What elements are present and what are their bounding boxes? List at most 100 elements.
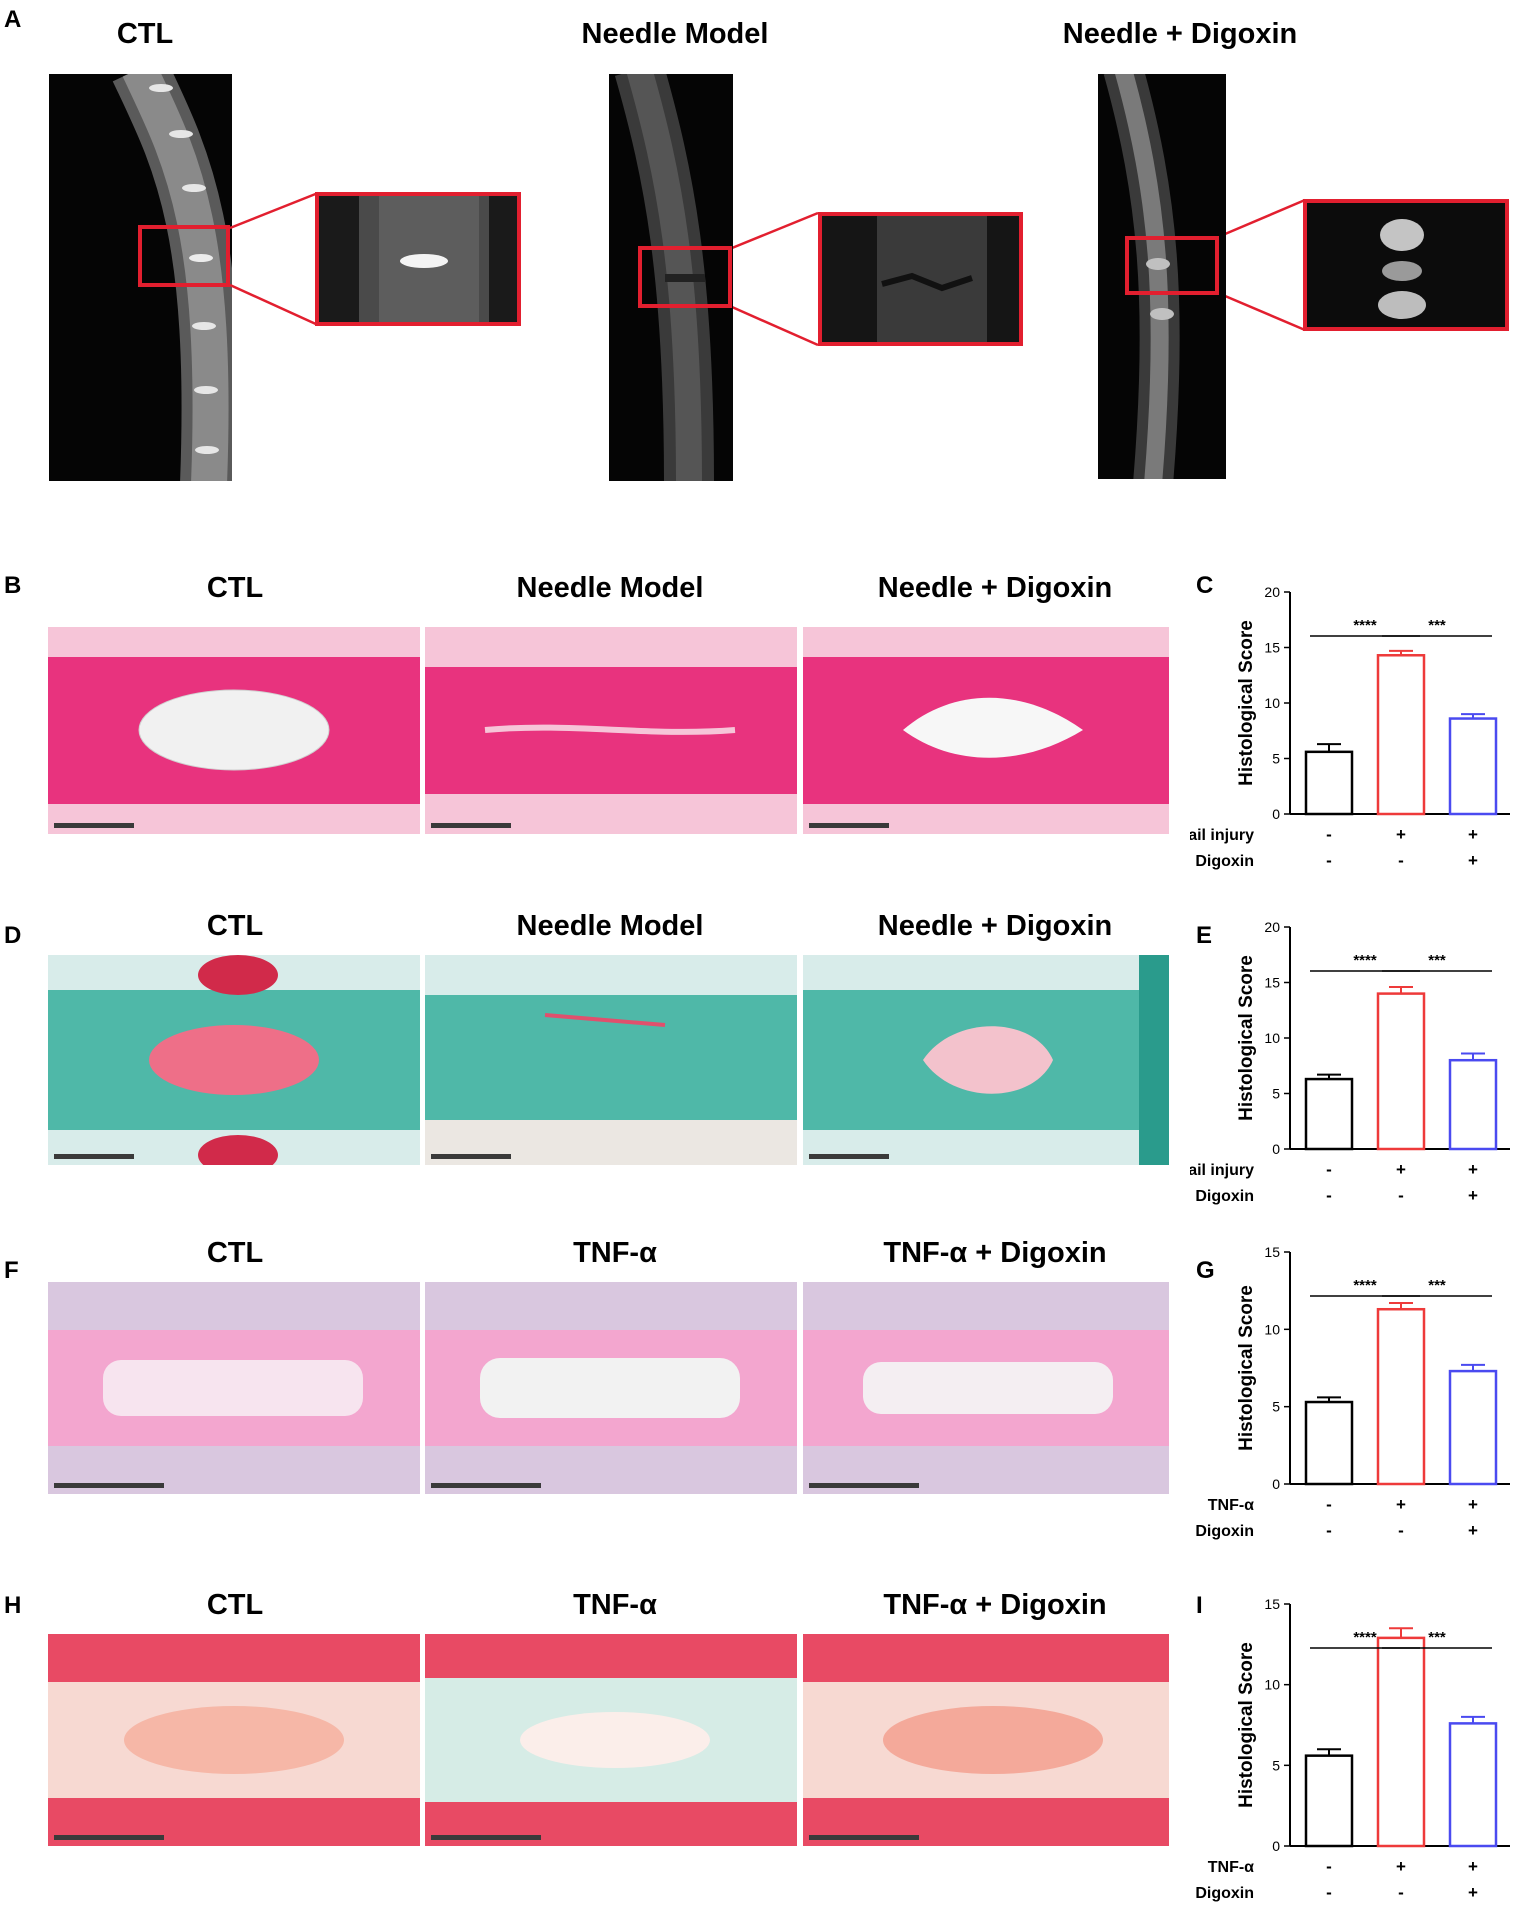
condition-mark: + [1468,1186,1478,1205]
condition-mark: + [1468,1857,1478,1876]
panel-label-g: G [1196,1257,1215,1284]
scale-bar [431,1835,541,1840]
panel-label-i: I [1196,1592,1203,1619]
scale-bar [431,823,511,828]
condition-mark: - [1326,1857,1332,1876]
safranin2-image-tnf [425,1634,797,1846]
scale-bar [431,1483,541,1488]
significance-label: *** [1428,1629,1446,1646]
zoom-inset-needle [818,212,1023,346]
condition-mark: + [1468,1883,1478,1902]
y-tick-label: 5 [1272,751,1280,767]
zoom-box-ctl [138,225,230,287]
pas-image-ctl [48,1282,420,1494]
mri-image-needle [609,74,733,481]
y-axis-label: Histological Score [1236,1642,1257,1808]
y-tick-label: 15 [1264,1244,1280,1260]
significance-label: **** [1353,617,1377,634]
safranin2-title-ctl: CTL [206,1589,264,1621]
safranin2-image-digoxin [803,1634,1169,1846]
panel-label-h: H [4,1592,22,1619]
condition-label: Digoxin [1195,1885,1254,1902]
significance-label: **** [1353,1629,1377,1646]
scale-bar [431,1154,511,1159]
pas-title-tnf: TNF-α [573,1237,657,1269]
pas-title-ctl: CTL [206,1237,264,1269]
bar [1304,1077,1354,1151]
bar [1448,1369,1498,1486]
condition-mark: + [1468,851,1478,870]
condition-mark: - [1398,1186,1404,1205]
significance-label: *** [1428,617,1446,634]
condition-mark: + [1468,1160,1478,1179]
scale-bar [809,823,889,828]
mri-image-digoxin [1098,74,1226,479]
mri-title-needle: Needle Model [581,18,769,50]
y-tick-label: 0 [1272,1476,1280,1492]
condition-mark: + [1396,1495,1406,1514]
bar [1376,654,1426,816]
scale-bar [809,1483,919,1488]
bar [1376,992,1426,1151]
condition-mark: - [1326,1521,1332,1540]
zoom-box-digoxin [1125,236,1219,295]
significance-label: **** [1353,1277,1377,1294]
bar [1448,1058,1498,1151]
mri-title-ctl: CTL [116,18,174,50]
y-axis-label: Histological Score [1236,955,1257,1121]
safranin-image-needle [425,955,797,1165]
mri-image-ctl [49,74,232,481]
condition-mark: - [1326,825,1332,844]
condition-mark: - [1326,1495,1332,1514]
condition-mark: - [1326,1186,1332,1205]
chart-g: 0 5 10 15 Histological Score **** *** TNF-α - + + D… [1190,1240,1530,1560]
y-tick-label: 10 [1264,1321,1280,1337]
zoom-inset-ctl [315,192,521,326]
condition-mark: + [1468,1521,1478,1540]
panel-label-f: F [4,1257,19,1284]
panel-label-d: D [4,922,22,949]
condition-label: Digoxin [1195,853,1254,870]
condition-mark: - [1398,851,1404,870]
safranin2-title-tnf: TNF-α [573,1589,657,1621]
condition-mark: - [1326,851,1332,870]
condition-label: Tail injury [1190,1162,1254,1179]
panel-label-b: B [4,572,22,599]
condition-mark: + [1468,825,1478,844]
condition-mark: - [1398,1521,1404,1540]
bar [1304,750,1354,816]
scale-bar [809,1154,889,1159]
y-tick-label: 5 [1272,1399,1280,1415]
safranin-image-ctl [48,955,420,1165]
y-tick-label: 0 [1272,1838,1280,1854]
bar [1304,1754,1354,1848]
pas-title-digoxin: TNF-α + Digoxin [883,1237,1107,1269]
bar [1376,1307,1426,1486]
y-axis-label: Histological Score [1236,1285,1257,1451]
panel-label-a: A [4,6,22,33]
y-tick-label: 5 [1272,1086,1280,1102]
scale-bar [54,1835,164,1840]
condition-label: Digoxin [1195,1188,1254,1205]
y-tick-label: 10 [1264,1030,1280,1046]
y-tick-label: 15 [1264,975,1280,991]
y-tick-label: 5 [1272,1757,1280,1773]
scale-bar [809,1835,919,1840]
y-tick-label: 20 [1264,584,1280,600]
condition-mark: - [1326,1160,1332,1179]
y-tick-label: 15 [1264,1596,1280,1612]
y-tick-label: 0 [1272,1141,1280,1157]
y-tick-label: 10 [1264,695,1280,711]
y-tick-label: 10 [1264,1677,1280,1693]
he-image-needle [425,627,797,834]
condition-mark: + [1396,1857,1406,1876]
condition-label: Digoxin [1195,1523,1254,1540]
safranin2-image-ctl [48,1634,420,1846]
condition-label: Tail injury [1190,827,1254,844]
bar [1376,1636,1426,1848]
